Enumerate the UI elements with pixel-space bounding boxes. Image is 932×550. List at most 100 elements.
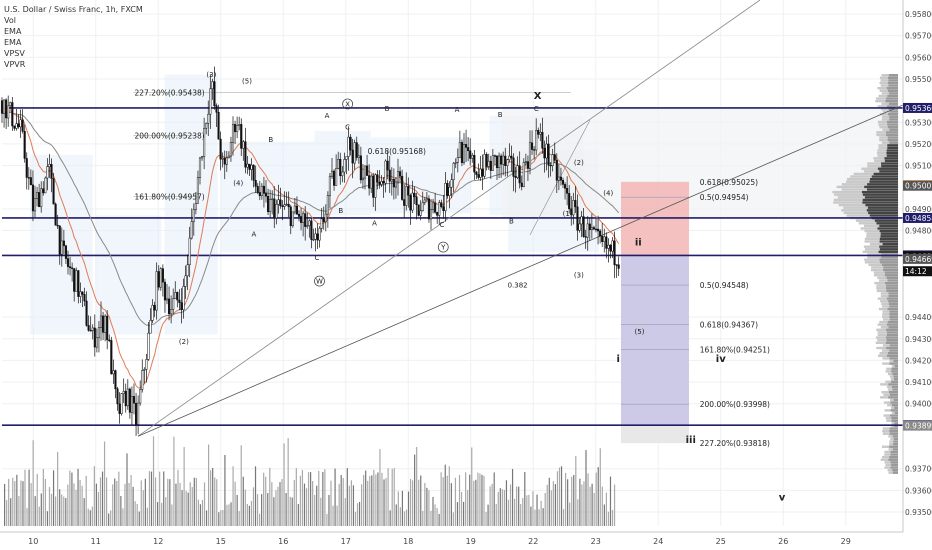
profile-bar (889, 313, 898, 316)
legend-indicator-ema-2[interactable]: EMA (4, 38, 22, 47)
profile-bar (888, 102, 898, 105)
volume-bar (289, 496, 291, 526)
profile-bar (877, 297, 887, 300)
volume-bar (85, 475, 87, 526)
price-badge-label: 14:12 (905, 267, 927, 276)
volume-bar (554, 484, 556, 526)
volume-bar (542, 508, 544, 526)
profile-bar (879, 89, 888, 92)
candle-body (446, 183, 449, 196)
legend-indicator-ema-1[interactable]: EMA (4, 27, 22, 36)
candle-body (539, 132, 542, 135)
volume-bar (412, 480, 414, 526)
profile-bar (893, 375, 898, 378)
volume-bar (120, 496, 122, 526)
profile-bar (891, 422, 895, 425)
time-tick-label: 25 (716, 537, 726, 546)
profile-bar (893, 437, 898, 441)
profile-bar (890, 461, 898, 464)
candle-body (198, 157, 202, 178)
candle-body (382, 181, 385, 184)
profile-bar (889, 455, 898, 459)
volume-bar (534, 509, 536, 526)
candle-body (372, 175, 375, 198)
profile-bar (879, 224, 898, 228)
profile-bar (889, 440, 894, 443)
profile-bar (892, 388, 898, 391)
candle-body (279, 199, 282, 207)
candle-body (293, 205, 296, 213)
profile-bar (891, 416, 898, 420)
profile-bar (881, 302, 889, 306)
profile-bar (875, 336, 886, 339)
volume-bar (179, 483, 181, 526)
legend-title[interactable]: U.S. Dollar / Swiss Franc, 1h, FXCM (4, 5, 143, 14)
candle-body (564, 184, 567, 189)
candle-body (452, 162, 455, 180)
profile-bar (885, 341, 898, 345)
profile-bar (864, 196, 898, 199)
volume-bar (475, 479, 477, 526)
volume-bar (224, 454, 226, 526)
volume-bar (497, 491, 499, 526)
volume-bar (110, 510, 112, 526)
profile-bar (862, 201, 898, 204)
candle-body (341, 171, 344, 177)
volume-bar (169, 479, 171, 526)
candle-body (405, 186, 408, 206)
candle-body (361, 177, 364, 181)
candle-body (337, 158, 340, 169)
profile-bar (884, 466, 891, 469)
time-axis[interactable]: 10 11 12 15 16 17 18 19 22 23 24 25 26 29 (0, 531, 903, 546)
profile-bar (886, 419, 892, 422)
candle-body (483, 154, 486, 177)
volume-bar (146, 507, 148, 526)
profile-bar (881, 162, 898, 165)
profile-bar (864, 185, 898, 189)
profile-bar (881, 164, 898, 168)
candle-body (436, 212, 439, 216)
profile-bar (877, 276, 887, 280)
legend-indicator-vol[interactable]: Vol (4, 16, 16, 25)
candle-body (141, 370, 144, 390)
candle-body (223, 157, 226, 165)
profile-bar (892, 435, 898, 438)
candle-body (475, 171, 478, 175)
candle-body (514, 176, 517, 178)
profile-bar (884, 281, 898, 285)
candle-body (351, 149, 354, 164)
profile-bar (889, 442, 894, 446)
profile-bar (878, 146, 888, 150)
candle-body (481, 168, 484, 177)
wave-label: C (534, 105, 539, 113)
candle-body (555, 160, 558, 181)
volume-bar (159, 471, 161, 526)
candle-body (454, 162, 457, 164)
fib-label: 200.00%(0.93998) (700, 400, 770, 409)
candle-body (304, 213, 307, 227)
chart-legend: U.S. Dollar / Swiss Franc, 1h, FXCM Vol … (4, 4, 143, 70)
candle-body (178, 299, 181, 303)
legend-indicator-vpvr[interactable]: VPVR (4, 60, 26, 69)
profile-bar (882, 242, 898, 246)
profile-bar (881, 73, 889, 77)
candle-body (407, 186, 410, 196)
legend-indicator-vpsv[interactable]: VPSV (4, 49, 25, 58)
profile-bar (881, 92, 890, 95)
volume-bar (548, 477, 550, 526)
volume-bar (230, 502, 232, 526)
profile-bar (887, 352, 898, 355)
wave-label: (5) (635, 328, 645, 336)
volume-bar (538, 509, 540, 526)
volume-bar (573, 475, 575, 526)
time-tick-label: 29 (841, 537, 851, 546)
volume-bar (456, 502, 459, 526)
volume-bar (479, 473, 481, 526)
volume-bar (16, 474, 18, 526)
profile-bar (891, 385, 898, 389)
profile-bar (864, 258, 880, 261)
